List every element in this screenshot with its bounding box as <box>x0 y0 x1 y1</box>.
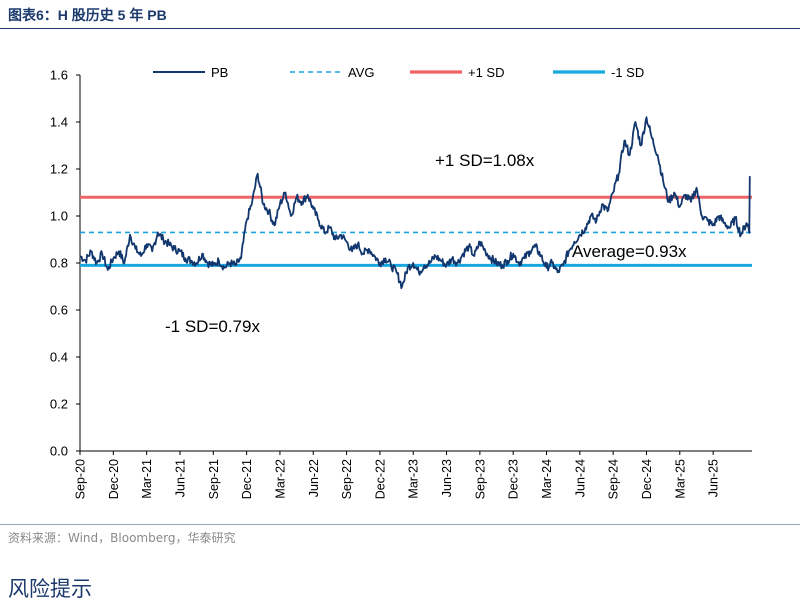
section-title: 风险提示 <box>8 577 92 601</box>
x-tick-label: Jun-23 <box>440 459 454 497</box>
y-tick-label: 0.4 <box>50 350 68 365</box>
axes-layer: 0.0 0.2 0.4 0.6 0.8 1.0 1.2 1.4 1.6 Sep-20 Dec-20 M… <box>50 68 752 499</box>
legend-label: -1 SD <box>611 65 644 80</box>
x-tick-label: Sep-22 <box>340 459 354 499</box>
figure-header: 图表6：H 股历史 5 年 PB <box>0 0 800 29</box>
x-tick-label: Mar-24 <box>540 459 554 499</box>
legend: PB AVG +1 SD -1 SD <box>153 65 644 80</box>
y-tick-label: 1.0 <box>50 209 68 224</box>
y-tick-label: 0.8 <box>50 256 68 271</box>
source-note: 资料来源：Wind，Bloomberg，华泰研究 <box>8 531 236 545</box>
annotations-layer: +1 SD=1.08x Average=0.93x -1 SD=0.79x <box>165 151 687 336</box>
figure-label: 图表6： <box>8 7 58 23</box>
x-tick-label: Sep-24 <box>607 459 621 499</box>
y-tick-label: 0.2 <box>50 397 68 412</box>
x-tick-label: Sep-23 <box>473 459 487 499</box>
minus-sd-annotation: -1 SD=0.79x <box>165 317 260 336</box>
x-tick-label: Mar-22 <box>273 459 287 499</box>
figure-title: 图表6：H 股历史 5 年 PB <box>8 5 167 25</box>
figure-footer-rule <box>0 524 800 525</box>
x-tick-label: Dec-24 <box>640 459 654 499</box>
x-tick-label: Jun-22 <box>307 459 321 497</box>
y-tick-label: 0.0 <box>50 444 68 459</box>
average-annotation: Average=0.93x <box>572 242 687 261</box>
figure-title-text: H 股历史 5 年 PB <box>57 7 167 23</box>
x-tick-label: Mar-21 <box>140 459 154 499</box>
x-tick-label: Dec-21 <box>240 459 254 499</box>
y-tick-label: 0.6 <box>50 303 68 318</box>
x-tick-label: Dec-20 <box>107 459 121 499</box>
series-layer <box>79 116 751 289</box>
x-tick-label: Sep-21 <box>207 459 221 499</box>
x-tick-label: Jun-24 <box>573 459 587 497</box>
pb-chart: 0.0 0.2 0.4 0.6 0.8 1.0 1.2 1.4 1.6 Sep-20 Dec-20 M… <box>50 65 752 499</box>
pb-series-line <box>79 116 751 289</box>
legend-label: +1 SD <box>468 65 505 80</box>
x-tick-label: Dec-22 <box>373 459 387 499</box>
x-tick-label: Jun-21 <box>173 459 187 497</box>
legend-label: AVG <box>348 65 375 80</box>
legend-label: PB <box>211 65 228 80</box>
x-tick-label: Jun-25 <box>707 459 721 497</box>
x-tick-label: Mar-25 <box>673 459 687 499</box>
plus-sd-annotation: +1 SD=1.08x <box>435 151 535 170</box>
x-tick-label: Sep-20 <box>74 459 88 499</box>
y-tick-label: 1.4 <box>50 115 68 130</box>
y-tick-label: 1.2 <box>50 162 68 177</box>
x-tick-label: Mar-23 <box>407 459 421 499</box>
y-tick-label: 1.6 <box>50 68 68 83</box>
x-tick-label: Dec-23 <box>507 459 521 499</box>
